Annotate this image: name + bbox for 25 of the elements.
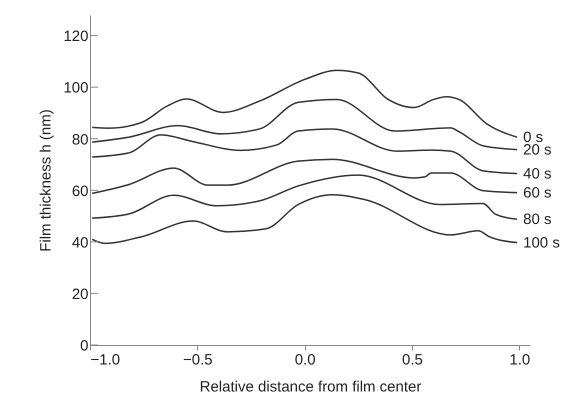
- series-label: 60 s: [523, 184, 552, 202]
- y-tick-label: 100: [63, 80, 88, 97]
- y-tick-label: 60: [72, 182, 88, 200]
- line-series: [91, 98, 518, 150]
- y-tick-label: 20: [72, 286, 88, 303]
- x-tick-label: 0.5: [402, 352, 423, 368]
- line-series: [91, 158, 518, 194]
- series-label: 100 s: [523, 234, 560, 252]
- y-axis-title: Film thickness h (nm): [37, 109, 54, 252]
- line-series: [91, 194, 518, 244]
- y-tick-label: 120: [63, 28, 88, 46]
- y-tick-label: 80: [72, 131, 88, 148]
- series-label: 40 s: [523, 166, 552, 183]
- x-tick-label: −0.5: [183, 352, 213, 368]
- line-series: [91, 128, 518, 174]
- y-tick-label: 40: [72, 234, 88, 252]
- y-tick-label: 0: [80, 338, 88, 354]
- x-tick-label: −1.0: [90, 352, 120, 368]
- line-series: [91, 174, 518, 220]
- x-axis-title: Relative distance from film center: [200, 378, 422, 396]
- x-tick-label: 0.0: [294, 352, 316, 368]
- series-label: 20 s: [523, 142, 552, 159]
- series-label: 80 s: [523, 211, 552, 228]
- x-tick-label: 1.0: [509, 352, 530, 368]
- line-series: [91, 70, 518, 138]
